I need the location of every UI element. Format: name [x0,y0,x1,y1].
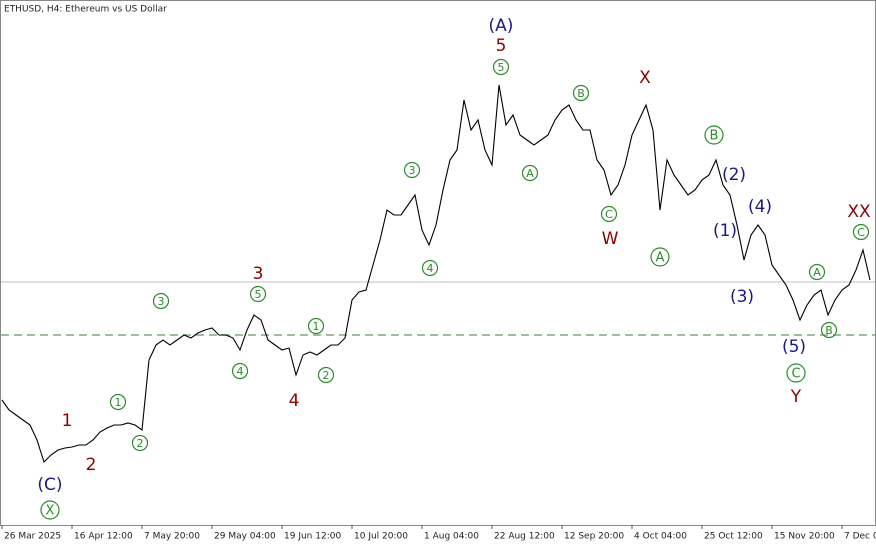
wave-label: 5 [496,36,507,56]
wave-label: C [791,367,800,382]
wave-label: W [602,229,619,249]
wave-label: (5) [782,337,806,357]
wave-circle [40,500,60,520]
wave-label: (2) [722,165,746,185]
wave-label: A [526,167,534,180]
wave-label: 2 [86,455,97,475]
wave-circle [820,321,838,339]
wave-label: 3 [409,164,416,177]
wave-circle [131,434,149,452]
wave-label: 4 [237,365,244,378]
wave-label: 2 [137,437,144,450]
wave-label: 5 [498,61,505,74]
chart-title: ETHUSD, H4: Ethereum vs US Dollar [4,5,167,15]
wave-label: 1 [62,411,73,431]
wave-label: (3) [730,287,754,307]
wave-label: XX [847,202,871,222]
wave-circle [317,366,335,384]
x-tick-label: 12 Sep 20:00 [564,532,624,542]
wave-label: B [825,324,833,337]
wave-label: 4 [427,262,434,275]
x-tick-label: 1 Aug 04:00 [424,532,479,542]
wave-label: A [656,251,665,266]
wave-circle [572,84,590,102]
wave-label: 4 [289,391,300,411]
x-tick-label: 15 Nov 20:00 [774,532,835,542]
plot-frame [0,0,876,526]
x-tick-label: 22 Aug 12:00 [494,532,555,542]
wave-label: X [46,504,55,519]
x-tick-label: 10 Jul 20:00 [354,532,408,542]
wave-circle [403,161,421,179]
wave-label: C [605,208,613,221]
wave-circle [786,363,806,383]
wave-label: Y [790,387,802,407]
wave-circle [808,263,826,281]
wave-label: C [857,226,865,239]
price-line [1,84,871,464]
wave-circle [852,223,870,241]
wave-label: (4) [748,197,772,217]
wave-circle [109,393,127,411]
wave-label: X [639,68,651,88]
wave-label: (A) [489,16,514,36]
wave-circle [650,247,670,267]
wave-circle [492,58,510,76]
wave-label: 3 [253,264,264,284]
wave-circle [307,317,325,335]
wave-label: (C) [37,475,62,495]
x-tick-label: 16 Apr 12:00 [74,532,133,542]
wave-label: B [577,87,585,100]
wave-circle [231,362,249,380]
wave-label: 3 [158,295,165,308]
wave-circle [152,292,170,310]
x-tick-label: 4 Oct 04:00 [634,532,687,542]
wave-label: (1) [713,221,737,241]
x-tick-label: 19 Jun 12:00 [284,532,341,542]
x-tick-label: 29 May 04:00 [214,532,276,542]
x-tick-label: 7 Dec 04:00 [844,532,876,542]
wave-label: 1 [115,396,122,409]
wave-label: B [710,129,719,144]
x-tick-label: 26 Mar 2025 [4,532,61,542]
wave-label: 5 [255,288,262,301]
wave-circle [249,285,267,303]
wave-label: 1 [313,320,320,333]
x-tick-label: 7 May 20:00 [144,532,200,542]
wave-label: A [813,266,821,279]
wave-circle [600,205,618,223]
wave-label: 2 [323,369,330,382]
x-tick-label: 25 Oct 12:00 [704,532,763,542]
wave-circle [704,125,724,145]
wave-circle [421,259,439,277]
wave-circle [521,164,539,182]
